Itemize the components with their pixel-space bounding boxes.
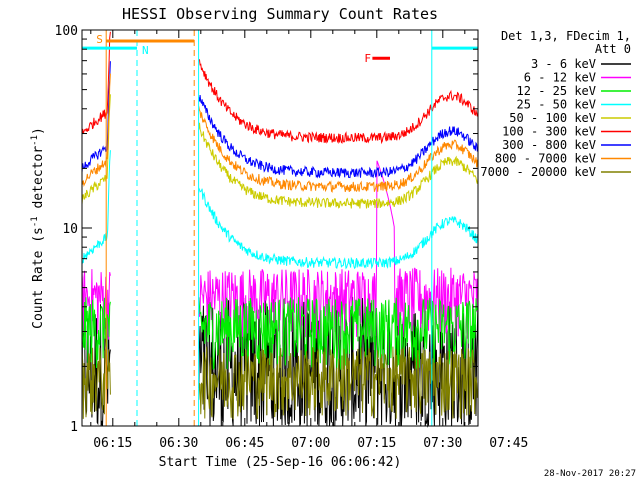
legend-title-line-2: Att 0 [595,42,631,56]
y-axis-label: Count Rate (s-1 detector-1) [30,127,46,329]
legend-label: 3 - 6 keV [531,57,596,71]
x-tick-label: 07:15 [357,436,396,451]
y-tick-label: 1 [70,420,78,435]
legend-label: 800 - 7000 keV [495,152,596,166]
legend-title-line-1: Det 1,3, FDecim 1, [501,29,631,43]
overlay-layer: S N F [82,30,479,426]
x-tick-label: 07:45 [489,436,528,451]
series-layer [81,31,479,428]
x-axis-label: Start Time (25-Sep-16 06:06:42) [159,455,402,470]
status-bar-label: N [142,44,149,57]
y-tick-label: 10 [62,222,78,237]
series-line [81,94,479,209]
legend-label: 300 - 800 keV [502,138,596,152]
legend-label: 7000 - 20000 keV [480,165,596,179]
legend-label: 50 - 100 keV [509,111,596,125]
legend-label: 6 - 12 keV [524,71,596,85]
x-tick-label: 07:30 [423,436,462,451]
footer-timestamp: 28-Nov-2017 20:27 [544,469,636,479]
legend-label: 12 - 25 keV [517,84,596,98]
x-tick-label: 06:45 [225,436,264,451]
status-bar-label: S [96,33,103,46]
status-bar-label: F [364,52,371,65]
y-label-part-3: ) [31,127,46,135]
y-label-part-2: detector [31,146,46,217]
legend-label: 100 - 300 keV [502,125,596,139]
y-tick-label: 100 [55,24,78,39]
chart-title: HESSI Observing Summary Count Rates [122,5,438,23]
x-tick-label: 07:00 [291,436,330,451]
y-label-sup-2: -1 [30,135,40,146]
y-label-part-1: Count Rate (s [31,227,46,329]
axis-layer: 1 10 100 06:15 06:30 06:45 07:00 07:15 07:30 07:4… [55,24,529,451]
legend-label: 25 - 50 keV [517,98,596,112]
x-tick-label: 06:30 [159,436,198,451]
y-label-sup-1: -1 [30,216,40,227]
x-tick-label: 06:15 [93,436,132,451]
